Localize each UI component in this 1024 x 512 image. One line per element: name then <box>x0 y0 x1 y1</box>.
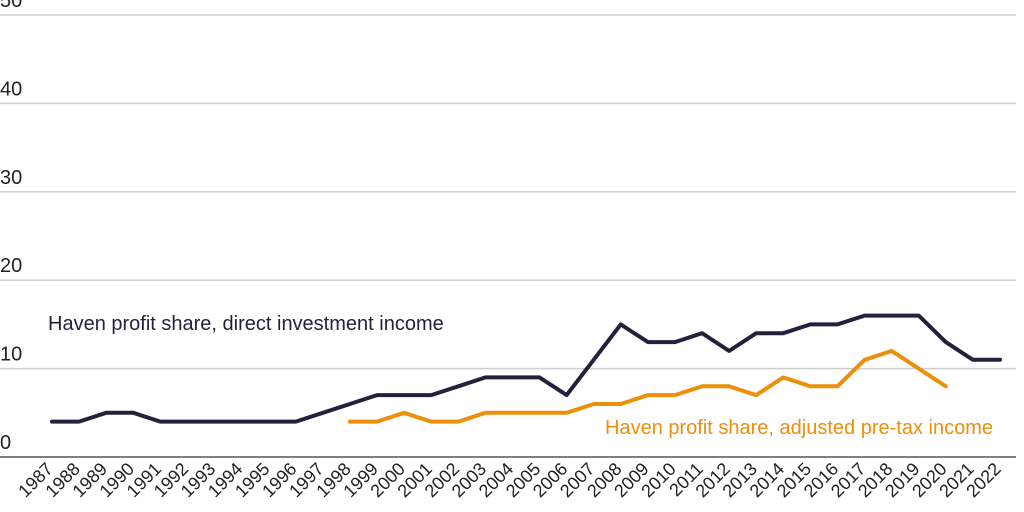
x-axis-ticks: 1987198819891990199119921993199419951996… <box>14 459 1004 501</box>
y-tick-label: 30 <box>0 167 22 189</box>
y-tick-label: 20 <box>0 255 22 277</box>
gridlines <box>0 15 1016 457</box>
y-axis-ticks: 0 10 20 30 40 50 <box>0 0 22 454</box>
y-tick-label: 10 <box>0 344 22 366</box>
y-tick-label: 0 <box>0 432 11 454</box>
y-tick-label: 50 <box>0 0 22 12</box>
line-chart: 0 10 20 30 40 50 1987198819891990199119921993… <box>0 0 1024 512</box>
y-tick-label: 40 <box>0 78 22 100</box>
series-label-adjusted-pretax: Haven profit share, adjusted pre-tax inc… <box>605 417 993 439</box>
series-line-adjusted-pretax <box>350 351 946 422</box>
series-label-direct-investment: Haven profit share, direct investment in… <box>48 313 444 335</box>
